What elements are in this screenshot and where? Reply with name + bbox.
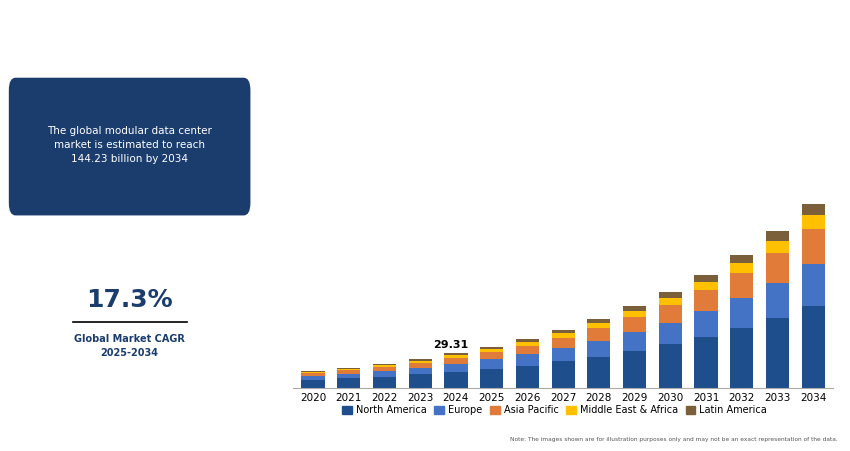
Bar (301, 372, 325, 373)
Bar (301, 373, 325, 376)
Bar (623, 318, 646, 332)
Bar (587, 319, 610, 323)
Text: POLARIS: POLARIS (127, 24, 195, 39)
Bar (480, 346, 503, 349)
Bar (480, 352, 503, 359)
Text: Size, By Region, 2020 - 2034 (USD Billion): Size, By Region, 2020 - 2034 (USD Billio… (277, 47, 511, 57)
Bar (766, 253, 789, 283)
Bar (373, 371, 396, 377)
Text: Global Market CAGR: Global Market CAGR (74, 334, 185, 344)
Bar (766, 318, 789, 388)
Bar (552, 361, 575, 388)
Bar (337, 369, 360, 370)
Bar (623, 307, 646, 311)
Bar (337, 378, 360, 388)
Bar (516, 345, 539, 354)
Bar (480, 359, 503, 369)
Bar (516, 339, 539, 342)
Bar (694, 337, 717, 388)
Bar (730, 255, 753, 263)
Bar (802, 204, 825, 216)
Bar (766, 241, 789, 253)
Bar (730, 263, 753, 273)
Bar (659, 298, 682, 305)
Bar (587, 357, 610, 388)
Text: 2025-2034: 2025-2034 (100, 348, 159, 358)
Bar (445, 355, 468, 358)
Bar (552, 330, 575, 333)
Text: 17.3%: 17.3% (87, 288, 173, 312)
Bar (337, 368, 360, 369)
Bar (409, 361, 432, 363)
Bar (552, 348, 575, 361)
Bar (409, 368, 432, 374)
Bar (516, 365, 539, 388)
Bar (552, 338, 575, 348)
Bar (766, 231, 789, 241)
Bar (516, 354, 539, 365)
Text: 29.31: 29.31 (433, 341, 468, 350)
Bar (301, 376, 325, 380)
Bar (659, 292, 682, 298)
Bar (301, 371, 325, 372)
Bar (694, 282, 717, 290)
Bar (730, 328, 753, 388)
Text: Source: www.polarismarketresearch.com: Source: www.polarismarketresearch.com (61, 437, 198, 443)
Bar (337, 370, 360, 374)
Bar (623, 332, 646, 351)
Bar (552, 333, 575, 338)
Bar (623, 351, 646, 388)
Text: Modular Data Center Market: Modular Data Center Market (277, 11, 565, 29)
Text: Note: The images shown are for illustration purposes only and may not be an exac: Note: The images shown are for illustrat… (511, 437, 838, 442)
FancyBboxPatch shape (8, 77, 252, 216)
Bar (409, 359, 432, 361)
Bar (516, 342, 539, 345)
Bar (694, 311, 717, 337)
Bar (766, 283, 789, 318)
Bar (480, 349, 503, 352)
Text: MARKET RESEARCH: MARKET RESEARCH (127, 43, 195, 49)
Bar (694, 275, 717, 282)
Bar (802, 230, 825, 264)
Bar (337, 374, 360, 378)
Bar (587, 328, 610, 341)
Bar (373, 365, 396, 367)
Bar (802, 305, 825, 388)
Circle shape (71, 221, 188, 424)
Bar (587, 341, 610, 357)
Bar (730, 273, 753, 298)
Bar (445, 364, 468, 372)
Bar (409, 374, 432, 388)
Bar (445, 353, 468, 355)
Bar (802, 216, 825, 230)
Bar (623, 311, 646, 318)
Bar (659, 344, 682, 388)
Bar (409, 363, 432, 368)
Bar (373, 367, 396, 371)
Bar (373, 364, 396, 365)
Bar (730, 298, 753, 328)
Text: The global modular data center
market is estimated to reach
144.23 billion by 20: The global modular data center market is… (48, 126, 212, 164)
Bar (659, 305, 682, 322)
Bar (301, 380, 325, 388)
Bar (659, 322, 682, 344)
Bar (480, 369, 503, 388)
Bar (373, 377, 396, 388)
Bar (802, 264, 825, 305)
Bar (445, 372, 468, 388)
Bar (587, 323, 610, 328)
Legend: North America, Europe, Asia Pacific, Middle East & Africa, Latin America: North America, Europe, Asia Pacific, Mid… (338, 401, 771, 419)
Bar (694, 290, 717, 311)
Bar (445, 358, 468, 364)
